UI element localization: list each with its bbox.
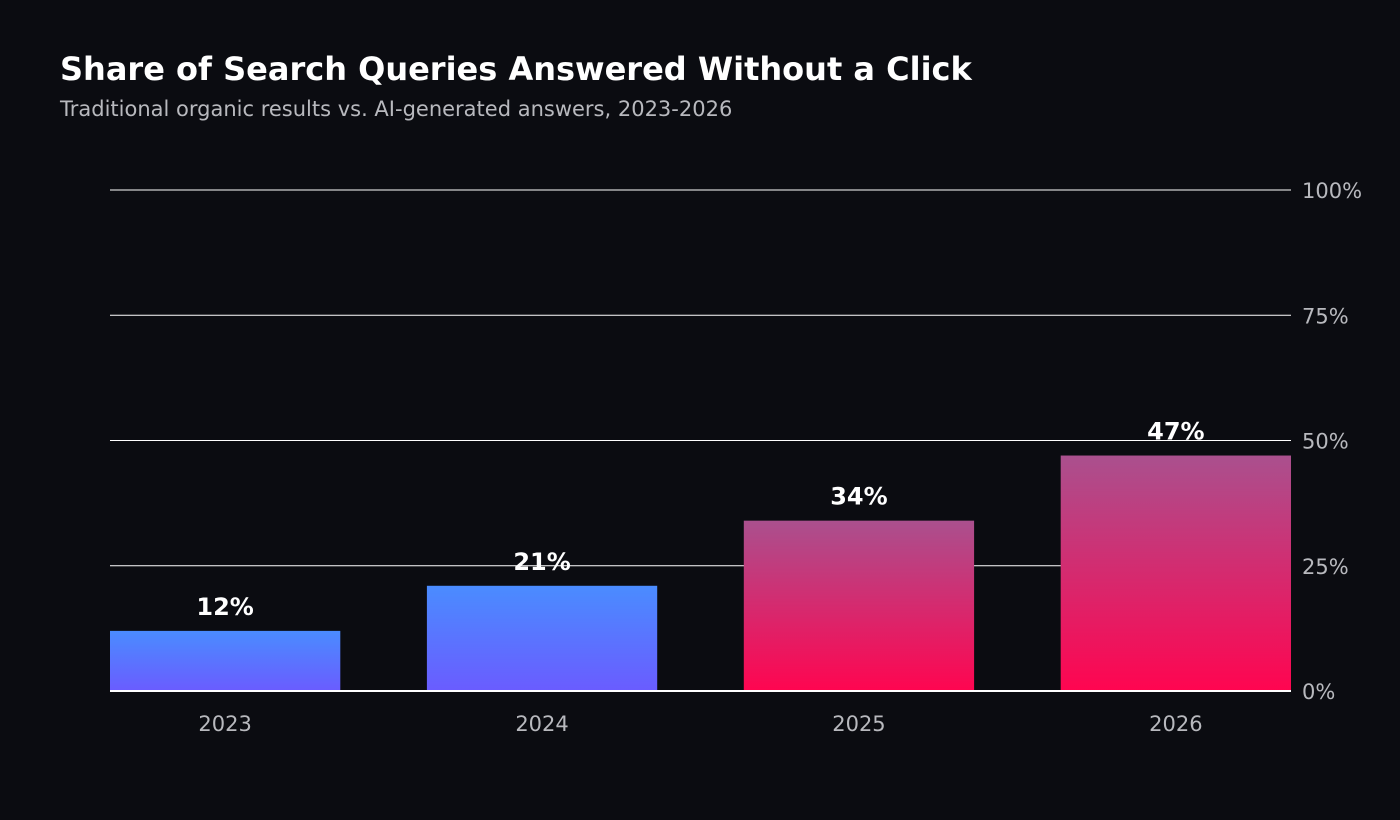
value-label: 47%: [1147, 418, 1204, 446]
labels: 0% 25% 50% 75% 100% 12% 2023 21% 2024 34% 2025 47% 2…: [196, 179, 1362, 736]
y-tick-label: 75%: [1302, 304, 1349, 328]
chart-title: Share of Search Queries Answered Without…: [60, 50, 972, 88]
bar-2024: [426, 585, 658, 691]
chart-subtitle: Traditional organic results vs. AI-gener…: [60, 97, 733, 121]
y-tick-label: 50%: [1302, 430, 1349, 454]
x-tick-label: 2025: [832, 712, 885, 736]
bar-2023: [110, 630, 341, 691]
bars: [110, 455, 1291, 691]
bar-2025: [743, 520, 975, 691]
x-tick-label: 2024: [515, 712, 568, 736]
value-label: 21%: [513, 548, 570, 576]
y-tick-label: 25%: [1302, 555, 1349, 579]
y-tick-label: 0%: [1302, 680, 1335, 704]
x-tick-label: 2023: [198, 712, 251, 736]
bar-2026: [1060, 455, 1291, 691]
value-label: 34%: [830, 483, 887, 511]
y-tick-label: 100%: [1302, 179, 1362, 203]
value-label: 12%: [196, 593, 253, 621]
x-tick-label: 2026: [1149, 712, 1202, 736]
